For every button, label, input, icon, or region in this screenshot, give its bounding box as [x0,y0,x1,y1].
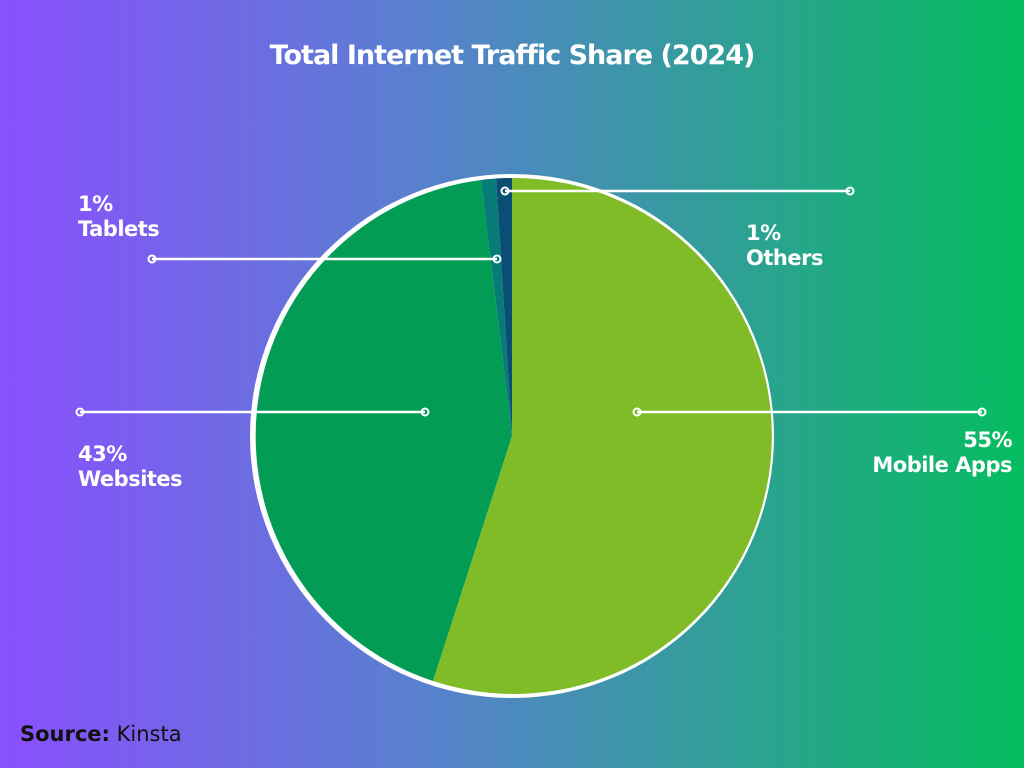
source-label: Source: [20,722,110,746]
label-websites-pct: 43% [78,442,127,466]
slice-mobile-apps[interactable] [433,177,772,694]
label-mobile-apps-pct: 55% [963,428,1012,452]
leader-lines [80,189,982,414]
slice-tablets[interactable] [481,178,512,437]
source-note: Source: Kinsta [20,722,182,746]
source-value: Kinsta [116,722,182,746]
label-tablets-pct: 1% [78,192,113,216]
label-websites-name: Websites [78,467,183,491]
leader-dots [75,186,987,417]
label-mobile-apps: 55% Mobile Apps [872,428,1012,478]
label-tablets: 1% Tablets [78,192,160,242]
label-others-name: Others [746,246,823,270]
label-websites: 43% Websites [78,442,183,492]
label-others: 1% Others [746,221,823,271]
label-tablets-name: Tablets [78,217,160,241]
label-others-pct: 1% [746,221,781,245]
label-mobile-apps-name: Mobile Apps [872,453,1012,477]
chart-title: Total Internet Traffic Share (2024) [269,40,756,71]
slice-others[interactable] [496,178,512,436]
slice-websites[interactable] [255,180,513,681]
